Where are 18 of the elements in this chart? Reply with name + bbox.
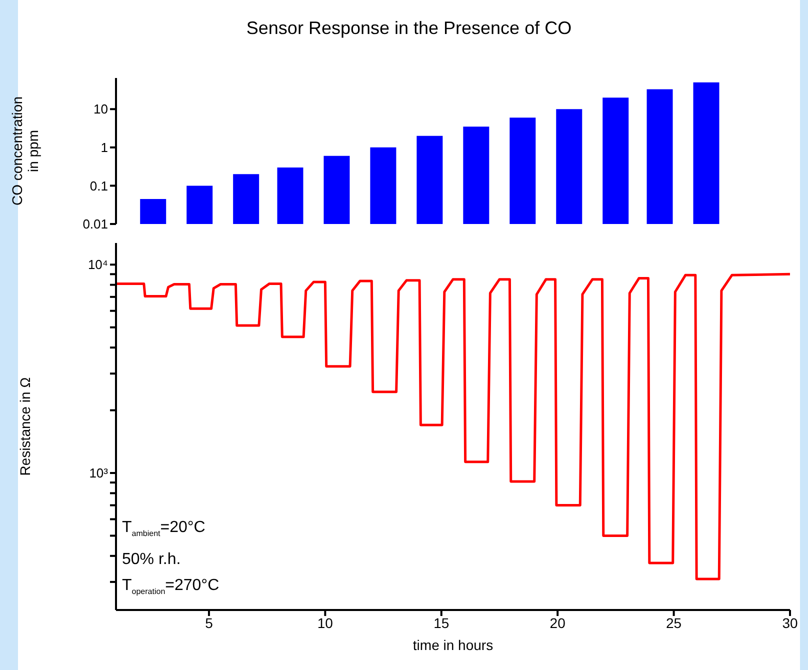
x-tick-label: 25	[666, 614, 682, 631]
line-series	[116, 272, 790, 580]
y-axis-title: Resistance in Ω	[17, 377, 33, 476]
y-tick-label: 10³	[89, 466, 109, 481]
x-tick-label: 15	[434, 614, 450, 631]
conditions-note: T$_{ambient}$=20°C 50% r.h. T$_{operation}$=270°C	[122, 518, 220, 598]
chart-title: Sensor Response in the Presence of CO	[245, 18, 573, 39]
y-tick-label: 1	[100, 140, 108, 156]
x-tick-label: 10	[317, 614, 334, 631]
x-tick-label: 5	[205, 614, 214, 631]
y-tick-label: 0.01	[82, 216, 108, 232]
y-tick-label: 10	[94, 102, 108, 117]
x-tick-label: 20	[550, 614, 566, 631]
x-axis-title: time in hours	[412, 637, 494, 653]
y-tick-label: 0.1	[90, 178, 108, 194]
y-axis-title: CO concentration in ppm	[9, 96, 41, 206]
x-tick-label: 30	[782, 614, 798, 631]
y-tick-label: 10⁴	[88, 257, 108, 272]
